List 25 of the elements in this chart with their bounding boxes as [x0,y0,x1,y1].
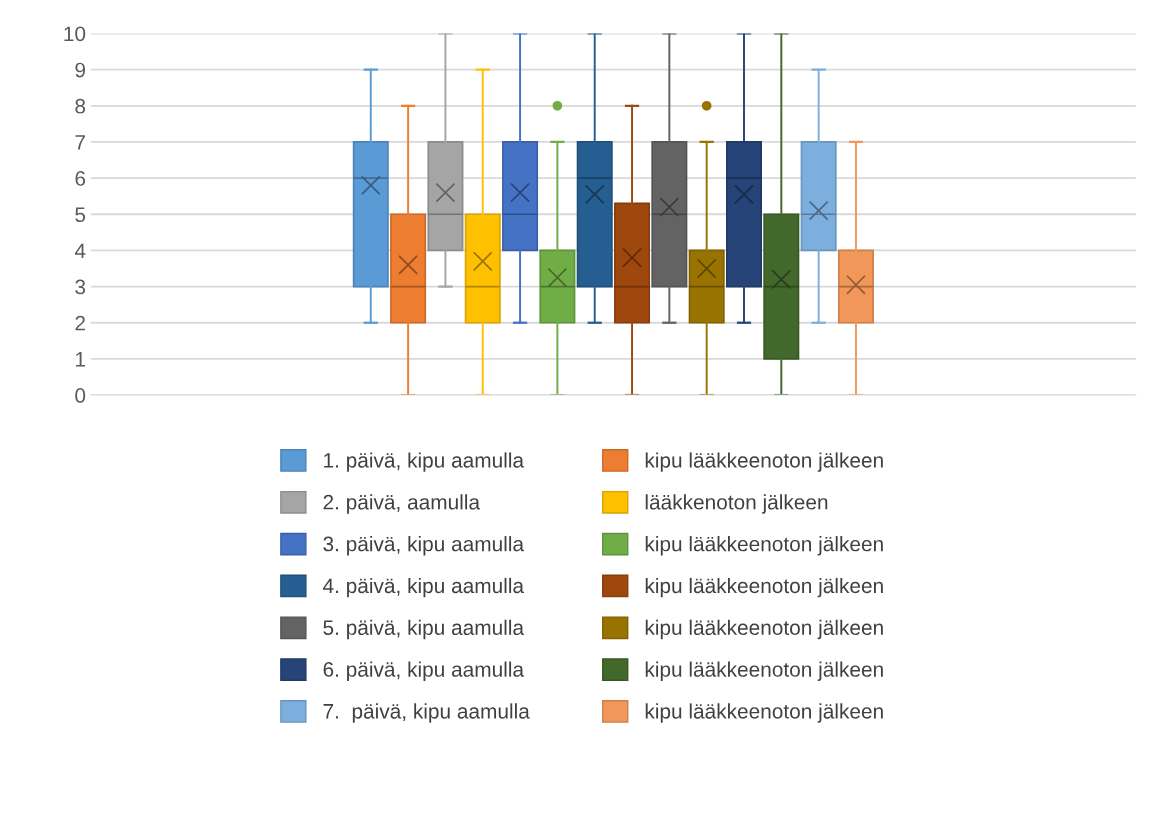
y-tick-label: 5 [75,207,86,223]
legend-label: lääkkenoton jälkeen [645,494,828,514]
legend-label: kipu lääkkeenoton jälkeen [645,703,883,723]
y-tick-label: 6 [75,171,86,186]
y-tick-label: 10 [64,26,86,42]
legend-label: 4. päivä, kipu aamulla [323,577,525,598]
y-tick-label: 1 [76,352,85,367]
y-tick-label: 7 [75,135,85,150]
legend-label: kipu lääkkeenoton jälkeen [645,536,883,556]
y-tick-label: 8 [75,98,86,114]
legend-label: kipu lääkkeenoton jälkeen [645,661,883,681]
y-tick-label: 3 [75,279,86,295]
legend-label: 2. päivä, aamulla [323,494,481,514]
y-tick-label: 0 [75,388,86,403]
legend-label: 7. päivä, kipu aamulla [323,703,530,723]
legend-label: 5. päivä, kipu aamulla [323,619,525,640]
legend-label: kipu lääkkeenoton jälkeen [645,577,883,598]
y-tick-label: 4 [74,243,86,258]
legend-label: 1. päivä, kipu aamulla [324,452,525,472]
legend-label: kipu lääkkeenoton jälkeen [645,452,883,472]
y-tick-label: 9 [75,62,86,78]
y-tick-label: 2 [75,315,85,331]
legend-label: 6. päivä, kipu aamulla [323,661,525,681]
legend-label: 3. päivä, kipu aamulla [323,536,525,556]
legend-label: kipu lääkkeenoton jälkeen [645,619,883,640]
